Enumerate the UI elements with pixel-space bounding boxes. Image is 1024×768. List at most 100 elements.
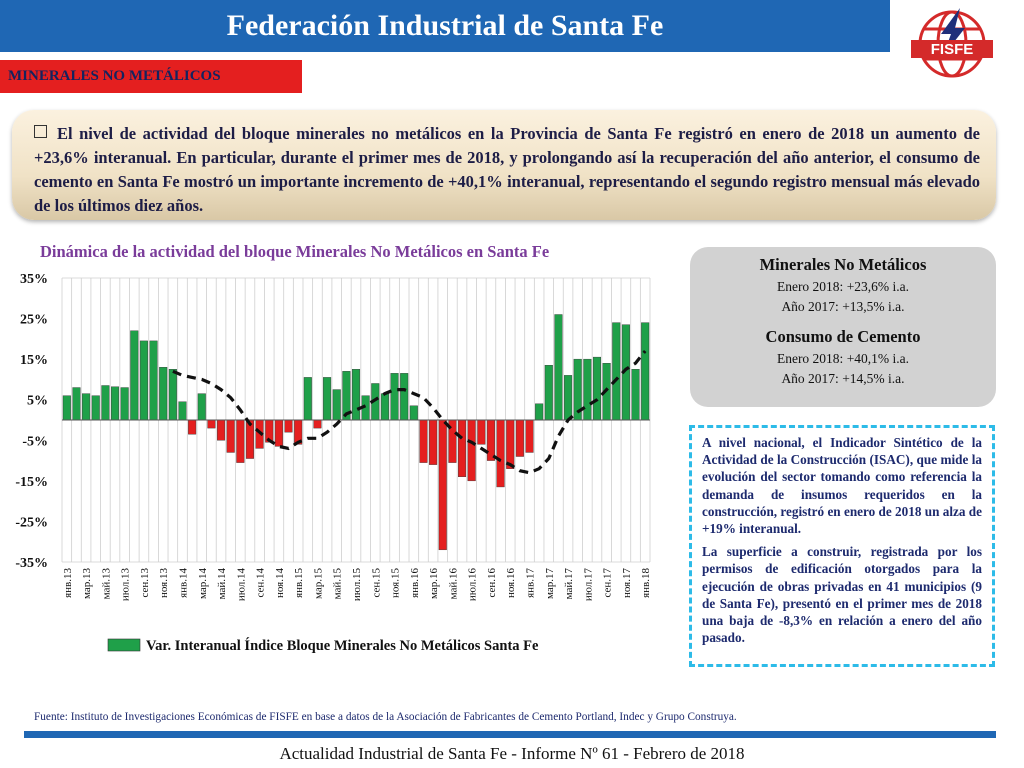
chart-bar bbox=[332, 389, 341, 421]
x-tick-label: мар.14 bbox=[197, 568, 209, 600]
y-tick-label: -35% bbox=[15, 556, 48, 571]
chart-bar bbox=[284, 419, 293, 433]
chart-bar bbox=[525, 419, 534, 453]
x-tick-label: сен.13 bbox=[139, 568, 151, 598]
chart-title: Dinámica de la actividad del bloque Mine… bbox=[40, 242, 550, 261]
chart-bar bbox=[188, 419, 197, 435]
x-tick-label: янв.15 bbox=[293, 568, 305, 598]
y-tick-label: -15% bbox=[15, 475, 48, 490]
chart-bar bbox=[226, 419, 235, 453]
x-tick-label: июл.16 bbox=[467, 568, 479, 602]
y-tick-label: -5% bbox=[22, 434, 48, 449]
fisfe-logo: FISFE bbox=[911, 8, 993, 78]
chart-bar bbox=[631, 369, 640, 421]
x-tick-label: ноя.14 bbox=[274, 568, 286, 598]
chart-bar bbox=[592, 356, 602, 421]
legend-swatch bbox=[107, 638, 141, 652]
chart-bar bbox=[612, 322, 621, 421]
x-tick-label: май.15 bbox=[332, 568, 344, 600]
chart-bar bbox=[110, 386, 120, 421]
summary-box: El nivel de actividad del bloque mineral… bbox=[12, 110, 996, 220]
chart-bar bbox=[409, 405, 418, 421]
chart-bar bbox=[149, 340, 158, 421]
x-tick-label: мар.17 bbox=[544, 568, 556, 600]
chart-bar bbox=[323, 377, 332, 421]
y-tick-label: -25% bbox=[15, 515, 48, 530]
chart-bar bbox=[641, 322, 650, 421]
chart-bar bbox=[554, 314, 563, 421]
chart-bar bbox=[120, 387, 129, 421]
x-tick-label: сен.16 bbox=[486, 568, 498, 598]
chart-bar bbox=[506, 419, 515, 469]
chart-bar bbox=[515, 419, 524, 457]
stats-heading-minerales: Minerales No Metálicos bbox=[759, 255, 927, 274]
summary-text: El nivel de actividad del bloque mineral… bbox=[34, 124, 980, 215]
chart-bar bbox=[72, 387, 81, 421]
stats-line: Año 2017: +14,5% i.a. bbox=[781, 371, 905, 386]
bar-chart: 35% 25% 15% 5% -5% -15% -25% -35% янв.13 мар.13 ма… bbox=[15, 272, 652, 654]
stats-line: Enero 2018: +40,1% i.a. bbox=[776, 351, 910, 366]
x-tick-label: янв.17 bbox=[525, 568, 537, 598]
chart-bar bbox=[197, 393, 206, 421]
chart-bar bbox=[168, 369, 177, 421]
chart-bar bbox=[438, 419, 447, 551]
chart-bar bbox=[544, 365, 553, 421]
header-bar bbox=[0, 0, 890, 52]
chart-bar bbox=[419, 419, 428, 463]
legend-label: Var. Interanual Índice Bloque Minerales … bbox=[146, 637, 539, 654]
x-tick-label: июл.14 bbox=[235, 568, 247, 602]
chart-bar bbox=[535, 403, 544, 421]
footer-divider bbox=[24, 731, 996, 738]
chart-bar bbox=[178, 401, 187, 421]
chart-bar bbox=[380, 393, 389, 421]
chart-bar bbox=[130, 330, 139, 421]
y-tick-label: 25% bbox=[20, 313, 48, 328]
chart-bar bbox=[236, 419, 245, 463]
logo-text: FISFE bbox=[931, 41, 974, 58]
x-tick-label: июл.13 bbox=[120, 568, 132, 602]
x-tick-label: янв.13 bbox=[62, 568, 74, 598]
x-tick-label: сен.14 bbox=[255, 568, 267, 598]
chart-bar bbox=[91, 395, 100, 421]
chart-bar bbox=[477, 419, 486, 445]
stats-line: Enero 2018: +23,6% i.a. bbox=[776, 279, 910, 294]
stats-box: Minerales No Metálicos Enero 2018: +23,6… bbox=[690, 247, 996, 407]
x-tick-label: июл.15 bbox=[351, 568, 363, 602]
chart-bar bbox=[217, 419, 226, 441]
x-tick-label: сен.15 bbox=[370, 568, 382, 598]
chart-bar bbox=[458, 419, 467, 477]
chart-bar bbox=[139, 340, 148, 421]
x-tick-label: ноя.13 bbox=[158, 568, 170, 598]
x-tick-label: янв.18 bbox=[640, 568, 652, 598]
chart-bar bbox=[486, 419, 495, 461]
chart-bar bbox=[400, 373, 409, 421]
x-tick-label: мар.13 bbox=[81, 568, 93, 600]
chart-bar bbox=[82, 393, 91, 421]
x-tick-label: ноя.17 bbox=[621, 568, 633, 598]
checkbox-bullet-icon bbox=[34, 125, 47, 138]
chart-bar bbox=[207, 419, 216, 429]
stats-heading-cemento: Consumo de Cemento bbox=[765, 327, 921, 346]
x-tick-label: май.16 bbox=[447, 568, 459, 600]
page-title: Federación Industrial de Santa Fe bbox=[226, 9, 664, 42]
section-tag: MINERALES NO METÁLICOS bbox=[0, 60, 302, 93]
chart-bar bbox=[313, 419, 322, 429]
chart-bar bbox=[429, 419, 438, 465]
x-tick-label: янв.14 bbox=[178, 568, 190, 598]
chart-bar bbox=[274, 419, 283, 447]
note-paragraph: A nivel nacional, el Indicador Sintético… bbox=[702, 435, 982, 537]
note-box: A nivel nacional, el Indicador Sintético… bbox=[689, 425, 995, 667]
chart-bar bbox=[496, 419, 505, 488]
y-tick-label: 15% bbox=[20, 353, 48, 368]
x-tick-label: июл.17 bbox=[582, 568, 594, 602]
footer-text: Actualidad Industrial de Santa Fe - Info… bbox=[279, 744, 745, 763]
chart-bar bbox=[351, 369, 361, 421]
note-paragraph: La superficie a construir, registrada po… bbox=[702, 544, 982, 646]
x-tick-label: ноя.15 bbox=[390, 568, 402, 598]
x-tick-label: май.13 bbox=[100, 568, 112, 600]
chart-bar bbox=[390, 373, 399, 421]
source-note: Fuente: Instituto de Investigaciones Eco… bbox=[34, 711, 737, 723]
chart-bar bbox=[564, 375, 573, 421]
chart-bar bbox=[101, 385, 110, 421]
chart-bar bbox=[62, 395, 71, 421]
